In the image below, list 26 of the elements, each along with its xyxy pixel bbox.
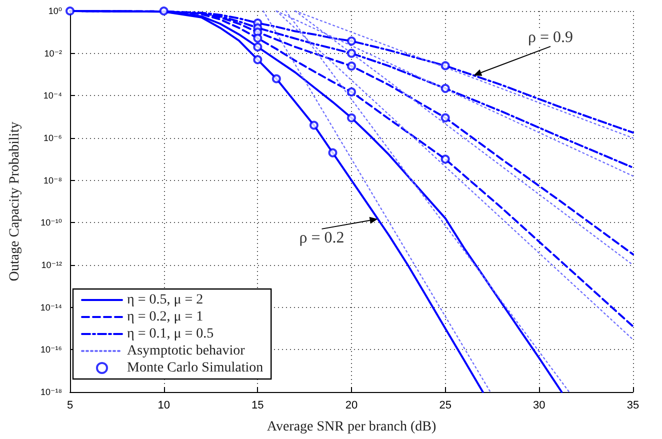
x-tick-label: 10 [158,400,170,412]
legend-label: η = 0.1, μ = 0.5 [127,326,214,342]
y-tick-label: 10⁻¹⁸ [40,387,62,397]
x-tick-label: 20 [345,400,358,412]
y-axis-title: Outage Capacity Probability [8,122,22,282]
y-tick-label: 10⁻¹⁰ [40,218,62,228]
annotation: ρ = 0.2 [299,229,344,246]
y-tick-label: 10⁻² [44,48,62,58]
y-tick-label: 10⁻⁸ [43,175,62,186]
y-tick-label: 10⁻¹⁶ [40,344,62,355]
legend-label: η = 0.5, μ = 2 [127,292,204,308]
x-tick-label: 15 [252,400,264,412]
y-tick-label: 10⁻¹⁴ [40,302,62,312]
y-tick-label: 10⁻¹² [41,260,62,270]
x-tick-label: 5 [66,400,74,412]
x-tick-label: 35 [626,400,640,412]
x-tick-label: 30 [533,400,546,412]
annotation: ρ = 0.9 [528,28,573,46]
legend-label: Monte Carlo Simulation [127,360,264,376]
x-tick-label: 25 [439,400,452,412]
y-tick-label: 10⁻⁴ [43,90,62,101]
x-axis-title: Average SNR per branch (dB) [266,420,436,434]
legend-label: η = 0.2, μ = 1 [127,310,204,324]
legend-label: Asymptotic behavior [127,344,246,358]
y-tick-label: 10⁻⁶ [44,133,62,143]
y-tick-label: 10⁰ [48,6,62,16]
